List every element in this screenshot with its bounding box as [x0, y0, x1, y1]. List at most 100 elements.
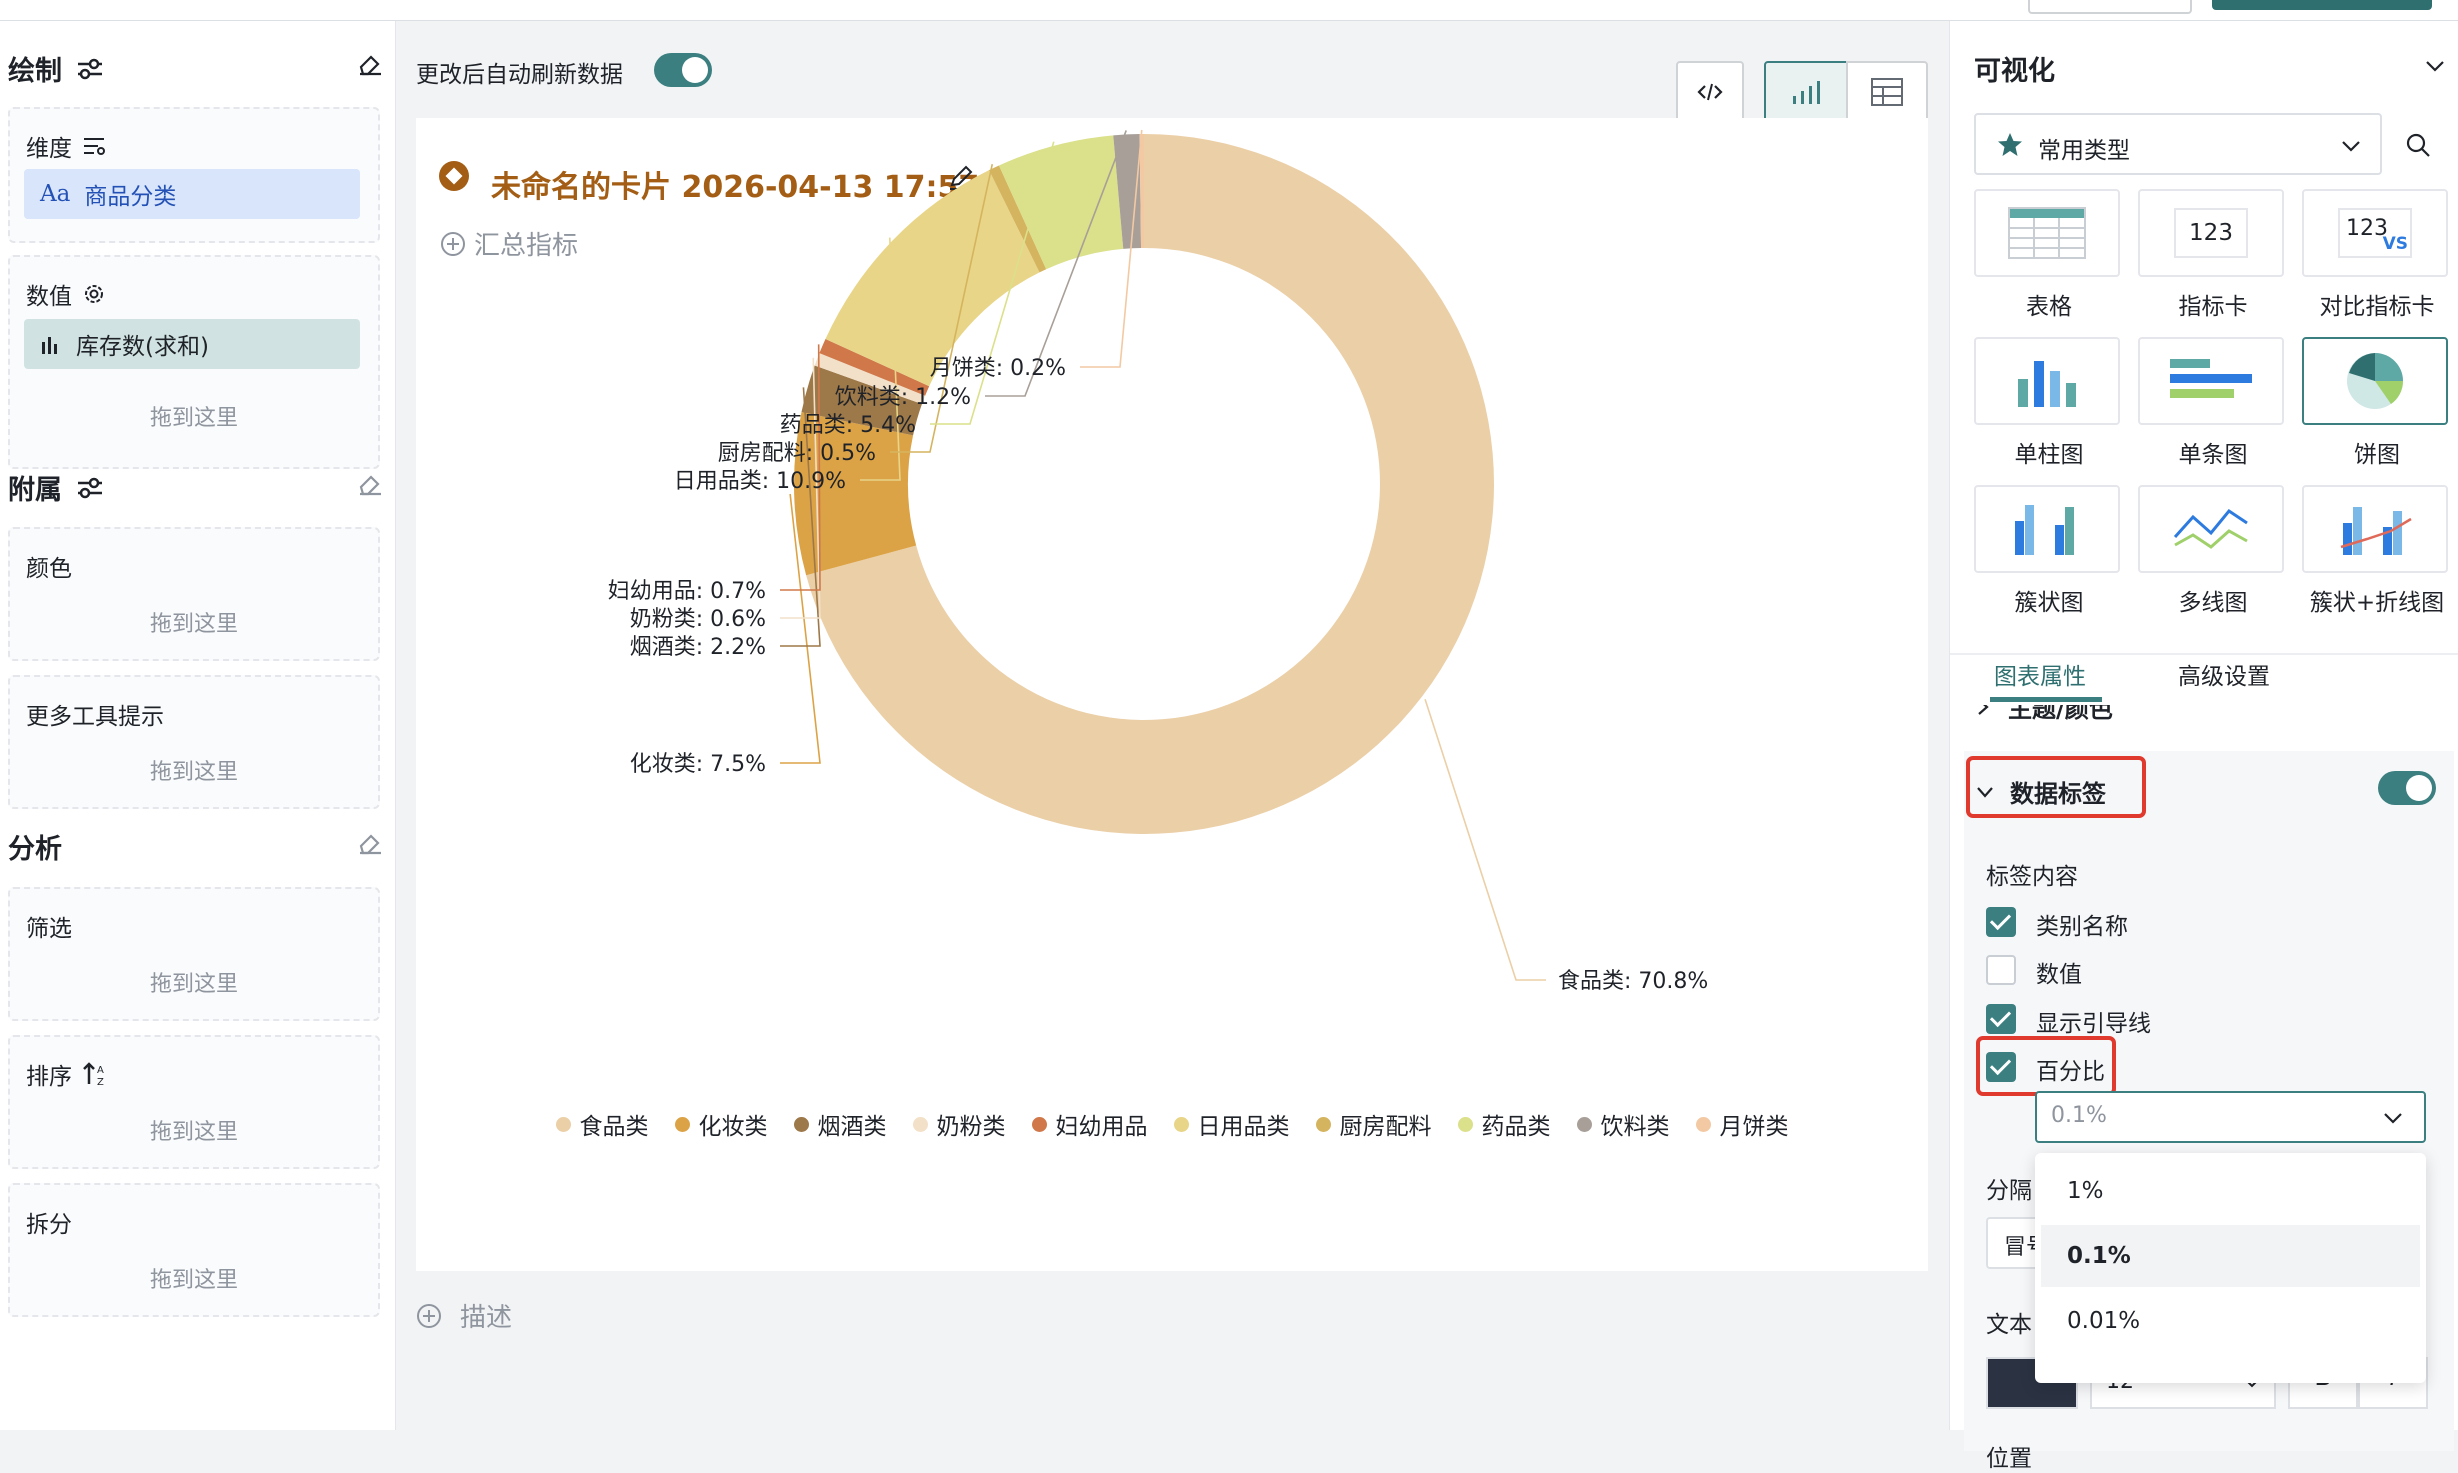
eraser-icon[interactable] [357, 471, 383, 497]
leader-line [890, 163, 994, 453]
value-field-pill[interactable]: 库存数(求和) [24, 319, 360, 369]
legend-item[interactable]: 药品类 [1457, 1107, 1551, 1141]
leader-line-checkbox[interactable] [1986, 1004, 2016, 1034]
tooltip-box[interactable]: 更多工具提示 拖到这里 [8, 675, 380, 809]
draw-section-title: 绘制 [8, 49, 104, 88]
pie-data-label: 奶粉类: 0.6% [630, 607, 766, 632]
dimension-label-text: 维度 [26, 136, 72, 162]
percentage-checkbox[interactable] [1986, 1052, 2016, 1082]
value-field-name: 库存数(求和) [76, 334, 209, 360]
top-primary-button[interactable] [2212, 0, 2432, 10]
chart-type-column[interactable]: 单柱图 [1974, 337, 2124, 469]
split-box[interactable]: 拆分 拖到这里 [8, 1183, 380, 1317]
card-type-icon [439, 161, 469, 191]
chart-type-select[interactable]: 常用类型 [1974, 113, 2382, 175]
leader-line [985, 130, 1127, 397]
search-icon[interactable] [2404, 131, 2432, 159]
legend-item[interactable]: 月饼类 [1695, 1107, 1789, 1141]
card-title[interactable]: 未命名的卡片 2026-04-13 17:57 [491, 170, 980, 205]
sort-az-icon[interactable]: AZ [82, 1061, 108, 1087]
pie-slice[interactable] [989, 165, 1047, 273]
data-label-header[interactable]: 数据标签 [1976, 774, 2106, 809]
eraser-icon[interactable] [357, 51, 383, 77]
pie-slice[interactable] [801, 365, 922, 436]
pie-slice[interactable] [814, 353, 926, 405]
precision-option[interactable]: 1% [2067, 1178, 2104, 1204]
color-box[interactable]: 颜色 拖到这里 [8, 527, 380, 661]
code-view-button[interactable] [1676, 61, 1744, 123]
legend-item[interactable]: 化妆类 [674, 1107, 768, 1141]
vs-badge: VS [2382, 234, 2408, 254]
color-label: 颜色 [26, 556, 72, 582]
pie-data-label: 日用品类: 10.9% [674, 469, 846, 494]
dimension-box[interactable]: 维度 Aa 商品分类 [8, 107, 380, 243]
settings-sliders-icon[interactable] [76, 476, 104, 500]
pie-slice[interactable] [819, 338, 930, 396]
legend-label: 药品类 [1481, 1114, 1551, 1140]
chart-type-compare-metric[interactable]: 123 VS 对比指标卡 [2302, 189, 2452, 321]
legend-swatch [1173, 1116, 1189, 1132]
value-checkbox[interactable] [1986, 955, 2016, 985]
left-panel: 绘制 维度 Aa 商品分类 数值 库存数(求和) 拖到这里 附属 颜色 拖到这里 [0, 21, 396, 1430]
precision-option-selected[interactable]: 0.1% [2041, 1225, 2420, 1287]
precision-select-value: 0.1% [2051, 1103, 2107, 1128]
category-name-checkbox[interactable] [1986, 907, 2016, 937]
pie-data-label: 月饼类: 0.2% [930, 356, 1066, 381]
legend-item[interactable]: 日用品类 [1173, 1107, 1290, 1141]
chart-type-caption: 单条图 [2178, 442, 2248, 468]
chevron-down-icon[interactable] [2424, 55, 2446, 77]
pie-data-label: 妇幼用品: 0.7% [608, 579, 766, 604]
legend-item[interactable]: 厨房配料 [1315, 1107, 1432, 1141]
legend-swatch [1457, 1116, 1473, 1132]
chart-type-metric-card[interactable]: 123 指标卡 [2138, 189, 2288, 321]
gear-icon[interactable] [82, 282, 106, 306]
legend-item[interactable]: 食品类 [555, 1107, 649, 1141]
table-view-button[interactable] [1846, 61, 1928, 123]
pie-slice[interactable] [806, 134, 1494, 834]
right-panel: 可视化 常用类型 表格 123 指标卡 123 VS 对比指标卡 单柱图 [1949, 21, 2458, 1472]
chart-view-button[interactable] [1764, 61, 1848, 123]
settings-sliders-icon[interactable] [76, 57, 104, 81]
top-secondary-button[interactable] [2028, 0, 2192, 14]
legend-label: 妇幼用品 [1055, 1114, 1148, 1140]
sort-lines-icon[interactable] [82, 135, 106, 157]
chart-type-bar[interactable]: 单条图 [2138, 337, 2288, 469]
legend-label: 月饼类 [1719, 1114, 1789, 1140]
tab-advanced-settings[interactable]: 高级设置 [2178, 664, 2270, 690]
label-position-label: 位置 [1986, 1446, 2032, 1472]
pie-slice[interactable] [998, 135, 1124, 270]
dimension-field-pill[interactable]: Aa 商品分类 [24, 169, 360, 219]
drop-here-hint: 拖到这里 [149, 406, 238, 431]
chart-type-pie[interactable]: 饼图 [2302, 337, 2452, 469]
precision-option[interactable]: 0.01% [2067, 1308, 2141, 1334]
collapsed-theme-section[interactable]: 主题/颜色 [1974, 705, 2434, 727]
legend-item[interactable]: 饮料类 [1576, 1107, 1670, 1141]
column-chart-icon [1974, 337, 2120, 425]
pie-slice[interactable] [794, 411, 917, 576]
legend-item[interactable]: 奶粉类 [912, 1107, 1006, 1141]
leader-line [780, 344, 821, 591]
chart-type-combo[interactable]: 簇状+折线图 [2302, 485, 2452, 617]
split-label: 拆分 [26, 1212, 72, 1238]
tab-chart-properties[interactable]: 图表属性 [1994, 664, 2086, 690]
legend-item[interactable]: 烟酒类 [793, 1107, 887, 1141]
eraser-icon[interactable] [357, 830, 383, 856]
add-summary-metric[interactable]: 汇总指标 [440, 225, 578, 262]
chart-type-clustered[interactable]: 簇状图 [1974, 485, 2124, 617]
auto-refresh-toggle[interactable] [654, 53, 712, 87]
legend-item[interactable]: 妇幼用品 [1031, 1107, 1148, 1141]
pie-slice[interactable] [1139, 134, 1144, 249]
chart-type-table[interactable]: 表格 [1974, 189, 2124, 321]
plus-circle-icon [417, 1303, 441, 1328]
multi-line-icon [2138, 485, 2284, 573]
add-description[interactable]: 描述 [416, 1297, 512, 1334]
percentage-precision-select[interactable]: 0.1% [2035, 1091, 2426, 1143]
filter-box[interactable]: 筛选 拖到这里 [8, 887, 380, 1021]
value-box[interactable]: 数值 库存数(求和) 拖到这里 [8, 255, 380, 469]
data-label-toggle[interactable] [2378, 771, 2436, 805]
pie-slice[interactable] [825, 170, 1040, 387]
legend-swatch [1315, 1116, 1331, 1132]
chart-type-multiline[interactable]: 多线图 [2138, 485, 2288, 617]
